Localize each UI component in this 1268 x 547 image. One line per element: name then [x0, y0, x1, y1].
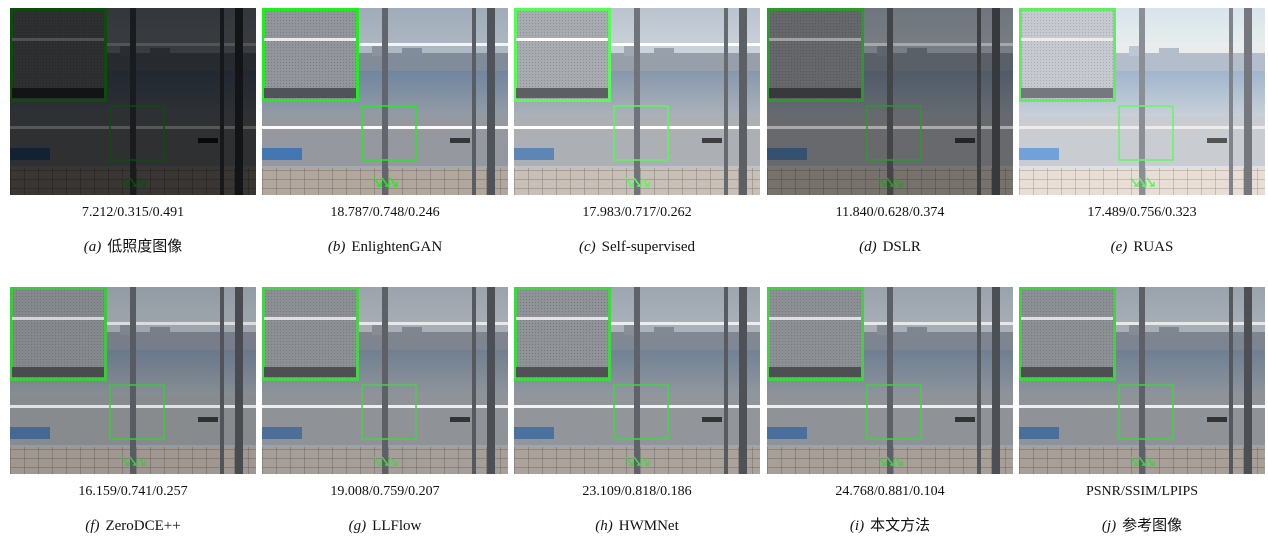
panel: 16.159/0.741/0.257 (f) ZeroDCE++	[10, 287, 256, 535]
metrics: 11.840/0.628/0.374	[767, 204, 1013, 222]
caption-tag: (f)	[85, 518, 99, 534]
panel: PSNR/SSIM/LPIPS (j) 参考图像	[1019, 287, 1265, 535]
caption-name: LLFlow	[372, 518, 421, 534]
panel: 11.840/0.628/0.374 (d) DSLR	[767, 8, 1013, 256]
panel: 18.787/0.748/0.246 (b) EnlightenGAN	[262, 8, 508, 256]
metrics: 24.768/0.881/0.104	[767, 483, 1013, 501]
panel: 24.768/0.881/0.104 (i) 本文方法	[767, 287, 1013, 535]
caption: (b) EnlightenGAN	[262, 238, 508, 256]
metrics: 18.787/0.748/0.246	[262, 204, 508, 222]
metrics: 17.983/0.717/0.262	[514, 204, 760, 222]
caption-name: ZeroDCE++	[105, 518, 180, 534]
caption-name: 参考图像	[1122, 518, 1182, 534]
caption-tag: (h)	[595, 518, 613, 534]
metrics: PSNR/SSIM/LPIPS	[1019, 483, 1265, 501]
caption-tag: (g)	[349, 518, 367, 534]
result-image	[262, 8, 508, 195]
caption-tag: (c)	[579, 239, 596, 255]
result-image	[262, 287, 508, 474]
result-image	[767, 287, 1013, 474]
caption: (g) LLFlow	[262, 517, 508, 535]
caption-tag: (b)	[328, 239, 346, 255]
caption-name: HWMNet	[619, 518, 679, 534]
result-image	[514, 287, 760, 474]
caption-name: EnlightenGAN	[351, 239, 442, 255]
metrics: 23.109/0.818/0.186	[514, 483, 760, 501]
caption: (f) ZeroDCE++	[10, 517, 256, 535]
caption-name: 低照度图像	[107, 239, 182, 255]
caption: (h) HWMNet	[514, 517, 760, 535]
metrics: 7.212/0.315/0.491	[10, 204, 256, 222]
panel: 17.983/0.717/0.262 (c) Self-supervised	[514, 8, 760, 256]
caption: (i) 本文方法	[767, 517, 1013, 535]
panel: 7.212/0.315/0.491 (a) 低照度图像	[10, 8, 256, 256]
result-image	[10, 8, 256, 195]
caption-tag: (i)	[850, 518, 864, 534]
result-image	[10, 287, 256, 474]
panel: 19.008/0.759/0.207 (g) LLFlow	[262, 287, 508, 535]
figure: 7.212/0.315/0.491 (a) 低照度图像 18.787/0.748/0.…	[0, 0, 1268, 547]
caption-name: DSLR	[883, 239, 921, 255]
metrics: 16.159/0.741/0.257	[10, 483, 256, 501]
metrics: 19.008/0.759/0.207	[262, 483, 508, 501]
caption-tag: (j)	[1102, 518, 1116, 534]
result-image	[1019, 8, 1265, 195]
caption: (a) 低照度图像	[10, 238, 256, 256]
result-image	[767, 8, 1013, 195]
caption-name: 本文方法	[870, 518, 930, 534]
caption-tag: (e)	[1111, 239, 1128, 255]
caption-name: Self-supervised	[602, 239, 695, 255]
caption-name: RUAS	[1133, 239, 1173, 255]
caption: (d) DSLR	[767, 238, 1013, 256]
caption-tag: (d)	[859, 239, 877, 255]
caption: (c) Self-supervised	[514, 238, 760, 256]
caption-tag: (a)	[84, 239, 102, 255]
caption: (e) RUAS	[1019, 238, 1265, 256]
metrics: 17.489/0.756/0.323	[1019, 204, 1265, 222]
caption: (j) 参考图像	[1019, 517, 1265, 535]
result-image	[514, 8, 760, 195]
result-image	[1019, 287, 1265, 474]
panel: 17.489/0.756/0.323 (e) RUAS	[1019, 8, 1265, 256]
panel: 23.109/0.818/0.186 (h) HWMNet	[514, 287, 760, 535]
